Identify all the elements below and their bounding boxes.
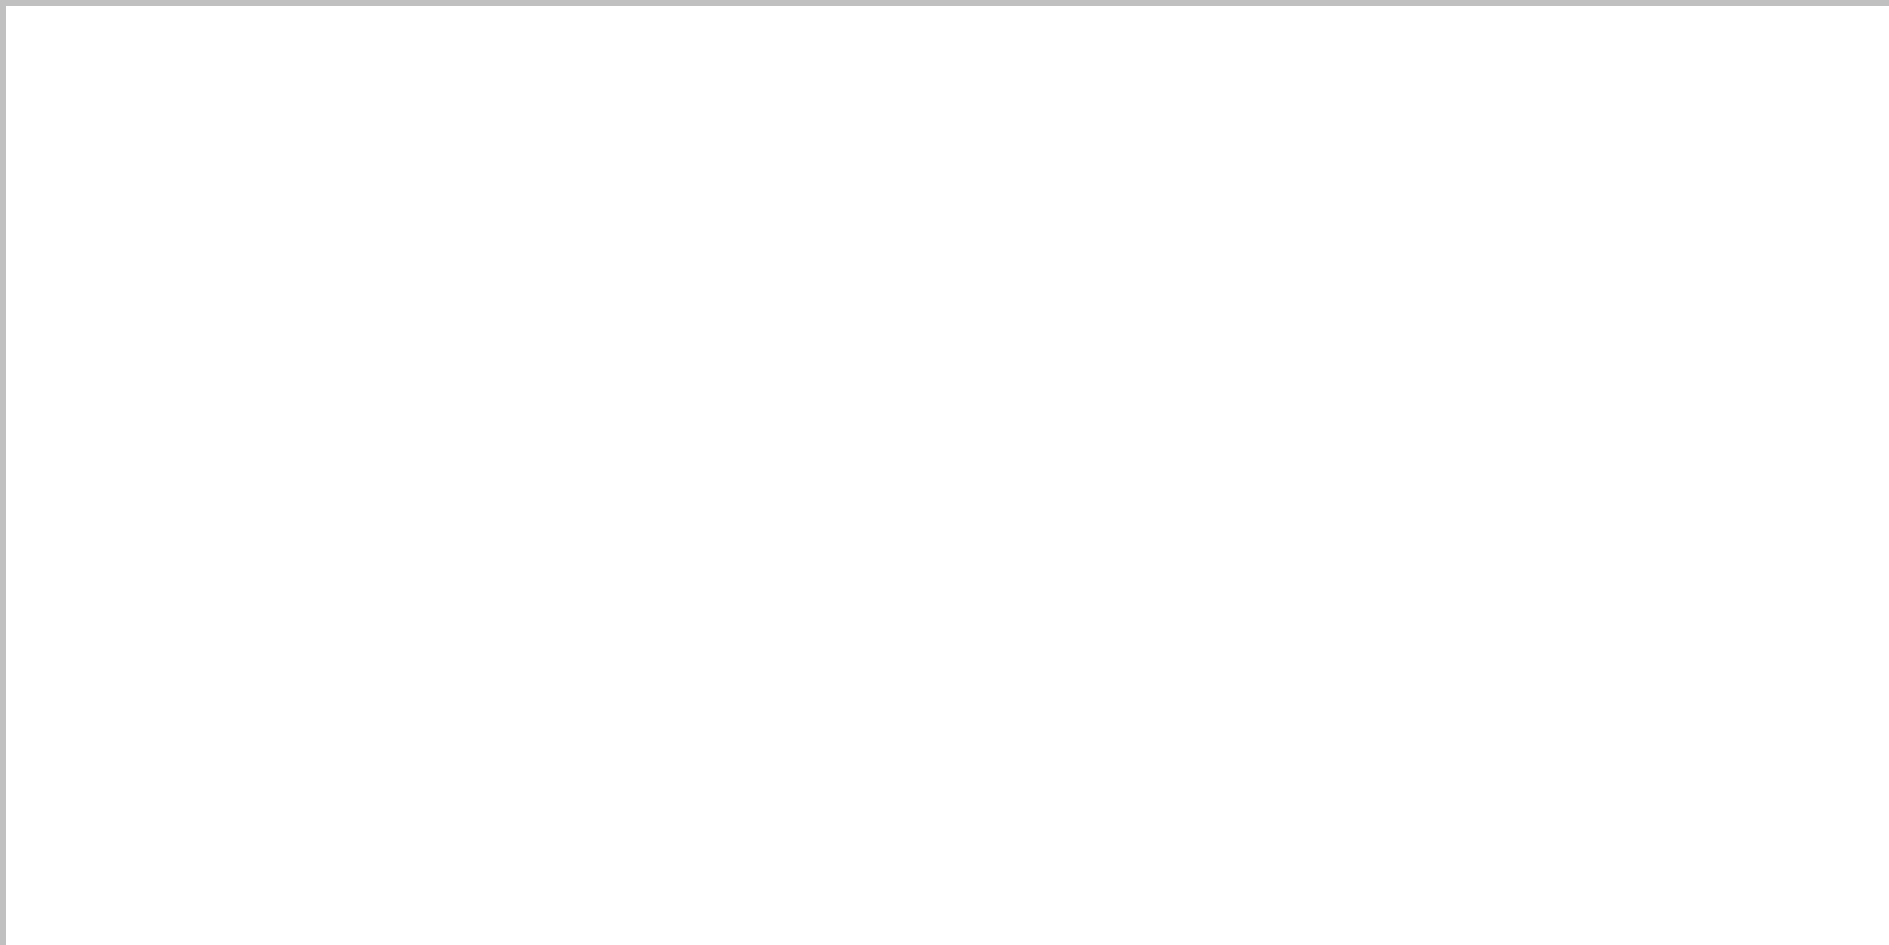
window-border-left — [0, 0, 6, 945]
window-border-top — [0, 0, 1889, 6]
